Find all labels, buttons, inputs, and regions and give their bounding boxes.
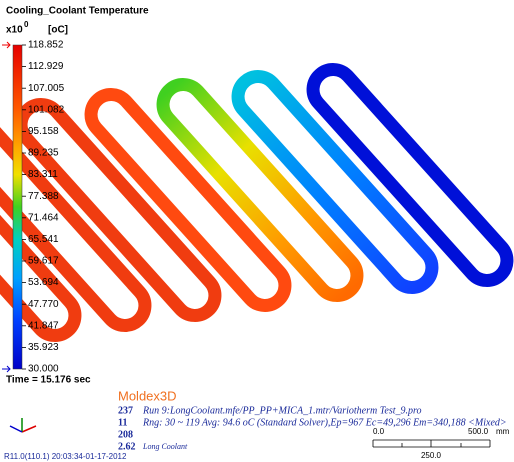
info-number: 208 [118, 429, 133, 440]
coolant-channels [0, 61, 514, 343]
version: R11.0(110.1) 20:03:34-01-17-2012 [4, 452, 127, 461]
run-info: Run 9:LongCoolant.mfe/PP_PP+MICA_1.mtr/V… [142, 405, 422, 416]
legend-label: 77.388 [28, 191, 59, 202]
legend-label: 47.770 [28, 299, 59, 310]
multiplier: x10 [6, 25, 23, 36]
time: Time = 15.176 sec [6, 375, 91, 386]
brand: Moldex3D [118, 388, 177, 403]
legend-label: 65.541 [28, 234, 59, 245]
legend-label: 112.929 [28, 61, 64, 72]
legend-label: 107.005 [28, 83, 65, 94]
legend-label: 118.852 [28, 40, 64, 51]
info-number: 2.62 [118, 441, 136, 452]
unit: [oC] [48, 25, 68, 36]
legend-title: Cooling_Coolant Temperature [6, 6, 149, 17]
range-info: Rng: 30 ~ 119 Avg: 94.6 oC (Standard Sol… [142, 417, 507, 428]
max-arrow [2, 42, 10, 48]
legend-label: 35.923 [28, 342, 59, 353]
scale-unit: mm [496, 427, 510, 436]
legend-label: 89.235 [28, 148, 59, 159]
channel [230, 68, 440, 295]
color-bar [13, 45, 22, 369]
info-number: 237 [118, 405, 133, 416]
scale-bar [373, 440, 490, 447]
legend-label: 83.311 [28, 169, 58, 180]
scale-end: 500.0 [468, 427, 489, 436]
axis-triad [10, 418, 36, 432]
legend-label: 71.464 [28, 212, 59, 223]
scale-mid: 250.0 [421, 451, 442, 460]
legend-label: 41.847 [28, 320, 59, 331]
legend-label: 59.617 [28, 256, 59, 267]
legend-label: 101.082 [28, 104, 65, 115]
legend-label: 95.158 [28, 126, 59, 137]
channel [305, 61, 514, 288]
legend-label: 53.694 [28, 277, 59, 288]
coolant-name: Long Coolant [142, 442, 188, 451]
multiplier-exponent: 0 [24, 20, 29, 29]
legend-label: 30.000 [28, 364, 59, 375]
scale-start: 0.0 [373, 427, 385, 436]
min-arrow [2, 366, 10, 372]
screenshot: Cooling_Coolant Temperature x10 0 [oC] T… [0, 0, 514, 462]
channel [83, 86, 293, 313]
info-number: 11 [118, 417, 127, 428]
